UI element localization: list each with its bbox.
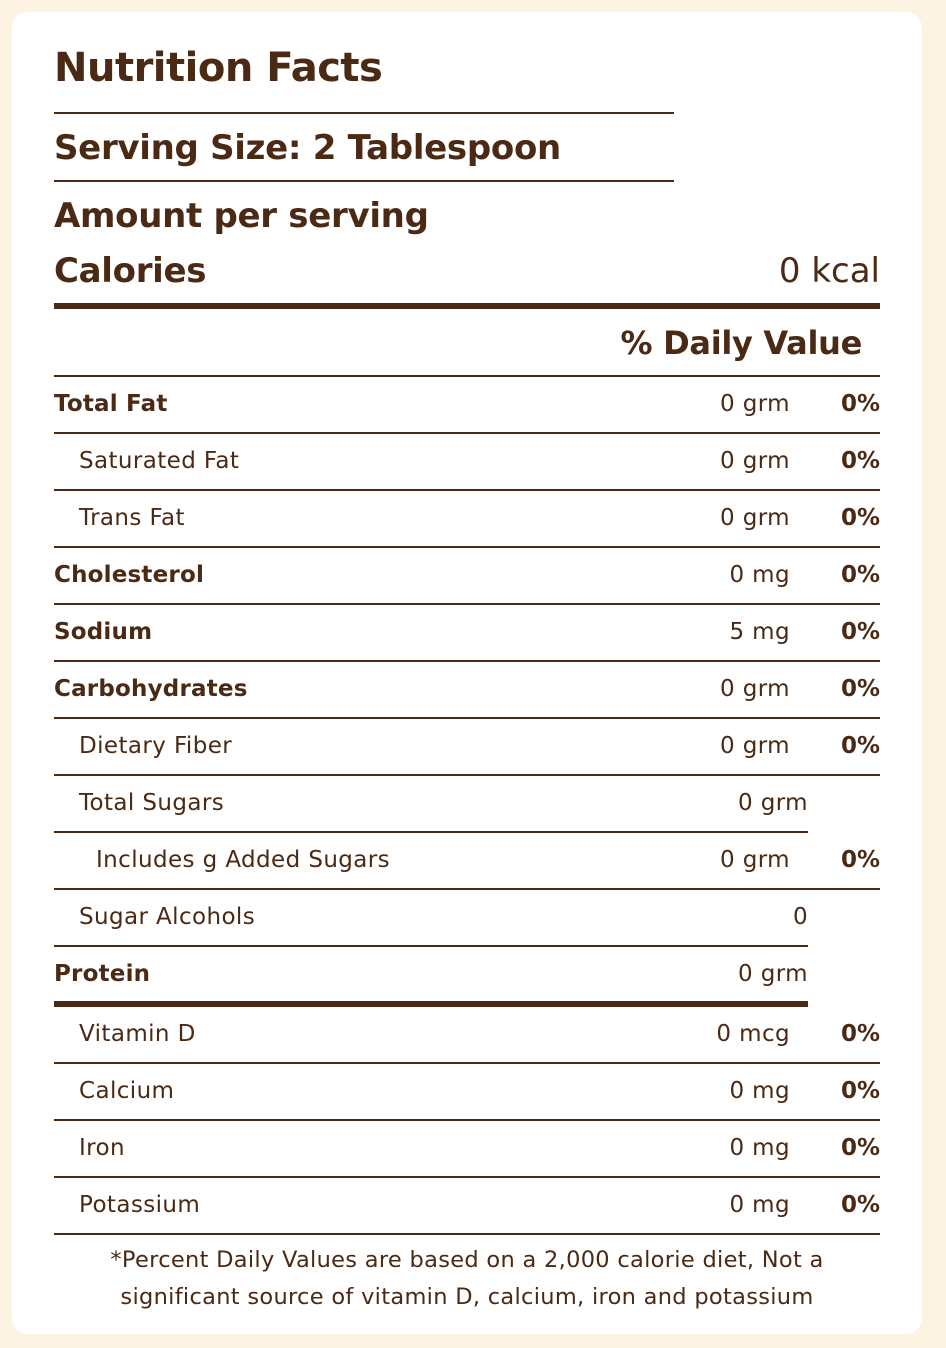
- nutrient-name: Sodium: [54, 619, 153, 645]
- nutrient-daily-value: 0%: [840, 619, 880, 645]
- nutrition-label-card: Nutrition Facts Serving Size: 2 Tablespo…: [12, 12, 922, 1334]
- divider: [54, 660, 880, 662]
- nutrient-amount: 0 mg: [729, 1135, 790, 1161]
- nutrient-name: Cholesterol: [54, 562, 205, 588]
- footnote-line: *Percent Daily Values are based on a 2,0…: [110, 1247, 824, 1273]
- nutrient-row-calcium: Calcium 0 mg 0%: [54, 1063, 880, 1120]
- nutrient-name: Iron: [79, 1135, 125, 1161]
- divider: [54, 603, 880, 605]
- nutrient-daily-value: 0%: [840, 448, 880, 474]
- nutrient-row-sugar-alcohols: Sugar Alcohols 0: [54, 889, 808, 946]
- nutrient-amount: 0 grm: [719, 733, 790, 759]
- nutrient-row-protein: Protein 0 grm: [54, 946, 808, 1003]
- nutrient-name: Includes g Added Sugars: [96, 847, 391, 873]
- divider: [54, 546, 880, 548]
- divider: [54, 774, 880, 776]
- nutrient-amount: 0 grm: [737, 790, 808, 816]
- nutrient-amount: 0 mg: [729, 562, 790, 588]
- nutrient-daily-value: 0%: [840, 1021, 880, 1047]
- nutrient-daily-value: 0%: [840, 733, 880, 759]
- nutrient-name: Dietary Fiber: [79, 733, 233, 759]
- nutrient-daily-value: 0%: [840, 676, 880, 702]
- divider: [54, 1062, 880, 1064]
- nutrient-daily-value: 0%: [840, 1078, 880, 1104]
- nutrient-name: Sugar Alcohols: [79, 904, 256, 930]
- divider: [54, 1233, 880, 1235]
- nutrient-row-vitamin-d: Vitamin D 0 mcg 0%: [54, 1006, 880, 1063]
- divider: [54, 432, 880, 434]
- divider: [54, 945, 808, 947]
- nutrient-name: Saturated Fat: [79, 448, 240, 474]
- label-title: Nutrition Facts: [54, 45, 383, 91]
- nutrient-row-iron: Iron 0 mg 0%: [54, 1120, 880, 1177]
- nutrient-row-dietary-fiber: Dietary Fiber 0 grm 0%: [54, 718, 880, 775]
- divider: [54, 888, 880, 890]
- divider: [54, 180, 674, 182]
- nutrient-row-cholesterol: Cholesterol 0 mg 0%: [54, 547, 880, 604]
- nutrient-name: Total Sugars: [79, 790, 225, 816]
- nutrient-daily-value: 0%: [840, 1192, 880, 1218]
- nutrient-amount: 0 mcg: [716, 1021, 790, 1047]
- divider: [54, 375, 880, 377]
- footnote: *Percent Daily Values are based on a 2,0…: [54, 1242, 880, 1316]
- divider: [54, 489, 880, 491]
- calories-value: 0 kcal: [778, 251, 880, 291]
- nutrient-amount: 0 grm: [719, 676, 790, 702]
- divider: [54, 1119, 880, 1121]
- nutrient-name: Potassium: [79, 1192, 201, 1218]
- nutrient-amount: 0 grm: [719, 505, 790, 531]
- nutrient-name: Calcium: [79, 1078, 175, 1104]
- nutrient-row-total-fat: Total Fat 0 grm 0%: [54, 376, 880, 433]
- divider: [54, 717, 880, 719]
- nutrient-amount: 0 mg: [729, 1192, 790, 1218]
- nutrient-row-saturated-fat: Saturated Fat 0 grm 0%: [54, 433, 880, 490]
- nutrient-daily-value: 0%: [840, 1135, 880, 1161]
- added-sugars-daily-value: 0%: [840, 847, 880, 873]
- serving-size: Serving Size: 2 Tablespoon: [54, 128, 561, 168]
- nutrient-row-potassium: Potassium 0 mg 0%: [54, 1177, 880, 1234]
- nutrient-name: Protein: [54, 961, 151, 987]
- divider: [54, 112, 674, 114]
- nutrient-row-trans-fat: Trans Fat 0 grm 0%: [54, 490, 880, 547]
- nutrient-amount: 0 grm: [719, 847, 790, 873]
- nutrient-daily-value: 0%: [840, 562, 880, 588]
- footnote-line: significant source of vitamin D, calcium…: [120, 1284, 814, 1310]
- nutrient-amount: 5 mg: [729, 619, 790, 645]
- nutrient-row-added-sugars: Includes g Added Sugars 0 grm: [54, 832, 808, 889]
- nutrient-amount: 0 grm: [719, 391, 790, 417]
- nutrient-name: Trans Fat: [79, 505, 185, 531]
- nutrient-name: Carbohydrates: [54, 676, 248, 702]
- nutrient-daily-value: 0%: [840, 505, 880, 531]
- divider: [54, 831, 808, 833]
- calories-label: Calories: [54, 251, 207, 291]
- nutrient-name: Total Fat: [54, 391, 168, 417]
- nutrient-row-total-sugars: Total Sugars 0 grm: [54, 775, 808, 832]
- nutrient-amount: 0: [792, 904, 808, 930]
- thick-divider: [54, 1001, 808, 1007]
- nutrient-name: Vitamin D: [79, 1021, 196, 1047]
- nutrient-row-sodium: Sodium 5 mg 0%: [54, 604, 880, 661]
- nutrient-amount: 0 grm: [719, 448, 790, 474]
- nutrient-row-carbohydrates: Carbohydrates 0 grm 0%: [54, 661, 880, 718]
- amount-per-serving: Amount per serving: [54, 196, 429, 236]
- divider: [54, 1176, 880, 1178]
- thick-divider: [54, 303, 880, 309]
- nutrient-amount: 0 mg: [729, 1078, 790, 1104]
- nutrient-amount: 0 grm: [737, 961, 808, 987]
- nutrition-label: Nutrition Facts Serving Size: 2 Tablespo…: [54, 12, 880, 1334]
- nutrient-daily-value: 0%: [840, 391, 880, 417]
- daily-value-header: % Daily Value: [620, 324, 863, 362]
